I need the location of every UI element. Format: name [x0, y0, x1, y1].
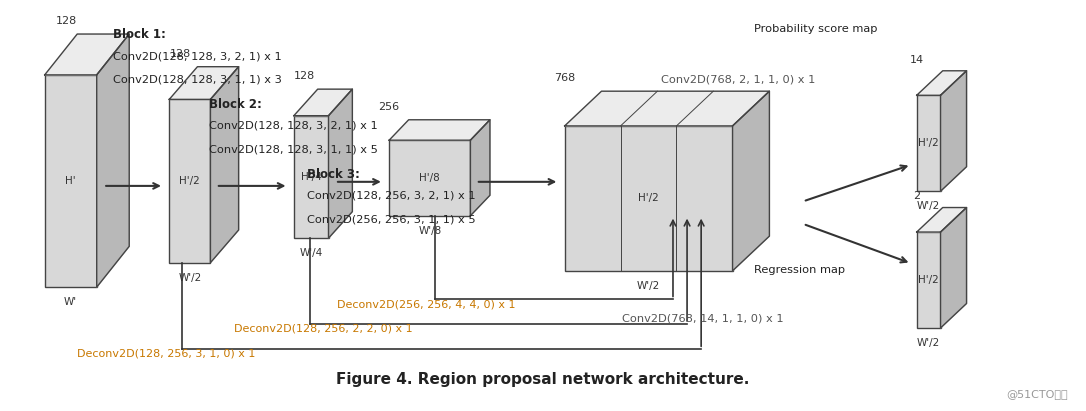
- Polygon shape: [940, 71, 967, 191]
- Bar: [169, 99, 211, 263]
- Polygon shape: [211, 67, 239, 263]
- Text: W'/2: W'/2: [637, 281, 660, 291]
- Text: Conv2D(768, 2, 1, 1, 0) x 1: Conv2D(768, 2, 1, 1, 0) x 1: [661, 75, 816, 85]
- Polygon shape: [565, 91, 769, 126]
- Text: @51CTO博客: @51CTO博客: [1007, 389, 1069, 399]
- Text: Deconv2D(128, 256, 3, 1, 0) x 1: Deconv2D(128, 256, 3, 1, 0) x 1: [77, 349, 255, 358]
- Text: Conv2D(128, 128, 3, 1, 1) x 5: Conv2D(128, 128, 3, 1, 1) x 5: [210, 144, 378, 154]
- Text: 128: 128: [55, 16, 77, 26]
- Text: W'/2: W'/2: [917, 338, 940, 348]
- Text: Figure 4. Region proposal network architecture.: Figure 4. Region proposal network archit…: [337, 372, 749, 387]
- Text: Block 1:: Block 1:: [113, 28, 166, 41]
- Polygon shape: [940, 208, 967, 328]
- Text: Deconv2D(128, 256, 2, 2, 0) x 1: Deconv2D(128, 256, 2, 2, 0) x 1: [235, 324, 413, 334]
- Text: 128: 128: [169, 48, 191, 58]
- Text: Deconv2D(256, 256, 4, 4, 0) x 1: Deconv2D(256, 256, 4, 4, 0) x 1: [337, 299, 516, 309]
- Text: H'/2: H'/2: [179, 176, 200, 186]
- Bar: [565, 126, 733, 271]
- Text: 14: 14: [910, 55, 924, 65]
- Text: Block 2:: Block 2:: [210, 98, 262, 111]
- Text: Regression map: Regression map: [755, 265, 845, 275]
- Polygon shape: [294, 89, 352, 115]
- Bar: [45, 75, 97, 287]
- Text: W'/2: W'/2: [917, 201, 940, 211]
- Polygon shape: [389, 120, 490, 140]
- Text: Probability score map: Probability score map: [755, 24, 877, 34]
- Text: Conv2D(768, 14, 1, 1, 0) x 1: Conv2D(768, 14, 1, 1, 0) x 1: [622, 314, 784, 324]
- Text: Conv2D(128, 128, 3, 1, 1) x 3: Conv2D(128, 128, 3, 1, 1) x 3: [113, 74, 282, 85]
- Polygon shape: [917, 71, 967, 95]
- Bar: [917, 232, 940, 328]
- Polygon shape: [470, 120, 490, 216]
- Text: 768: 768: [554, 73, 576, 83]
- Polygon shape: [733, 91, 769, 271]
- Polygon shape: [97, 34, 129, 287]
- Bar: [294, 115, 329, 238]
- Text: Conv2D(128, 128, 3, 2, 1) x 1: Conv2D(128, 128, 3, 2, 1) x 1: [210, 121, 378, 131]
- Bar: [389, 140, 470, 216]
- Text: 128: 128: [294, 71, 315, 81]
- Text: W'/8: W'/8: [418, 226, 441, 236]
- Text: Conv2D(128, 256, 3, 2, 1) x 1: Conv2D(128, 256, 3, 2, 1) x 1: [307, 191, 476, 201]
- Polygon shape: [169, 67, 239, 99]
- Text: Block 3:: Block 3:: [307, 168, 359, 180]
- Polygon shape: [45, 34, 129, 75]
- Text: 2: 2: [913, 192, 920, 201]
- Polygon shape: [917, 208, 967, 232]
- Text: 256: 256: [379, 102, 400, 112]
- Text: W'/4: W'/4: [300, 248, 323, 259]
- Bar: [917, 95, 940, 191]
- Text: H'/2: H'/2: [919, 275, 939, 285]
- Text: Conv2D(128, 128, 3, 2, 1) x 1: Conv2D(128, 128, 3, 2, 1) x 1: [113, 51, 281, 61]
- Text: Conv2D(256, 256, 3, 1, 1) x 5: Conv2D(256, 256, 3, 1, 1) x 5: [307, 214, 476, 224]
- Text: H'/4: H'/4: [301, 172, 321, 182]
- Text: W'/2: W'/2: [178, 273, 202, 283]
- Text: H'/8: H'/8: [419, 173, 440, 183]
- Text: H'/2: H'/2: [639, 193, 659, 203]
- Text: W': W': [64, 297, 77, 307]
- Polygon shape: [329, 89, 352, 238]
- Text: H'/2: H'/2: [919, 138, 939, 148]
- Text: H': H': [65, 176, 76, 186]
